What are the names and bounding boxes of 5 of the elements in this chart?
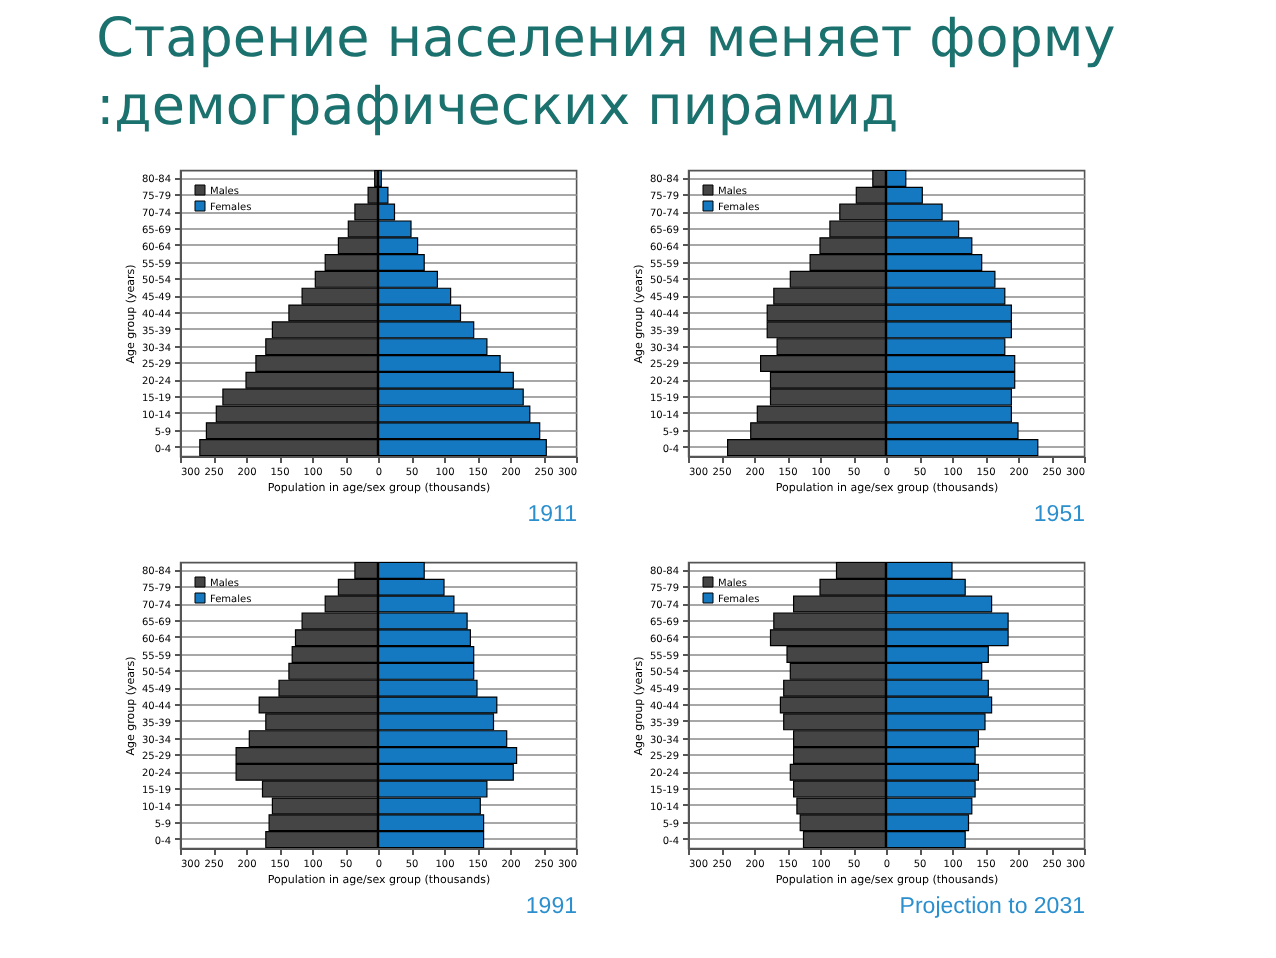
text: 1911 bbox=[527, 503, 577, 527]
text: Projection to 2031 bbox=[899, 895, 1085, 919]
text: 1991 bbox=[525, 895, 577, 919]
chart-title: Старение населения меняет форму :демографических пирамид bbox=[96, 8, 1116, 138]
text: 1951 bbox=[1033, 503, 1085, 527]
